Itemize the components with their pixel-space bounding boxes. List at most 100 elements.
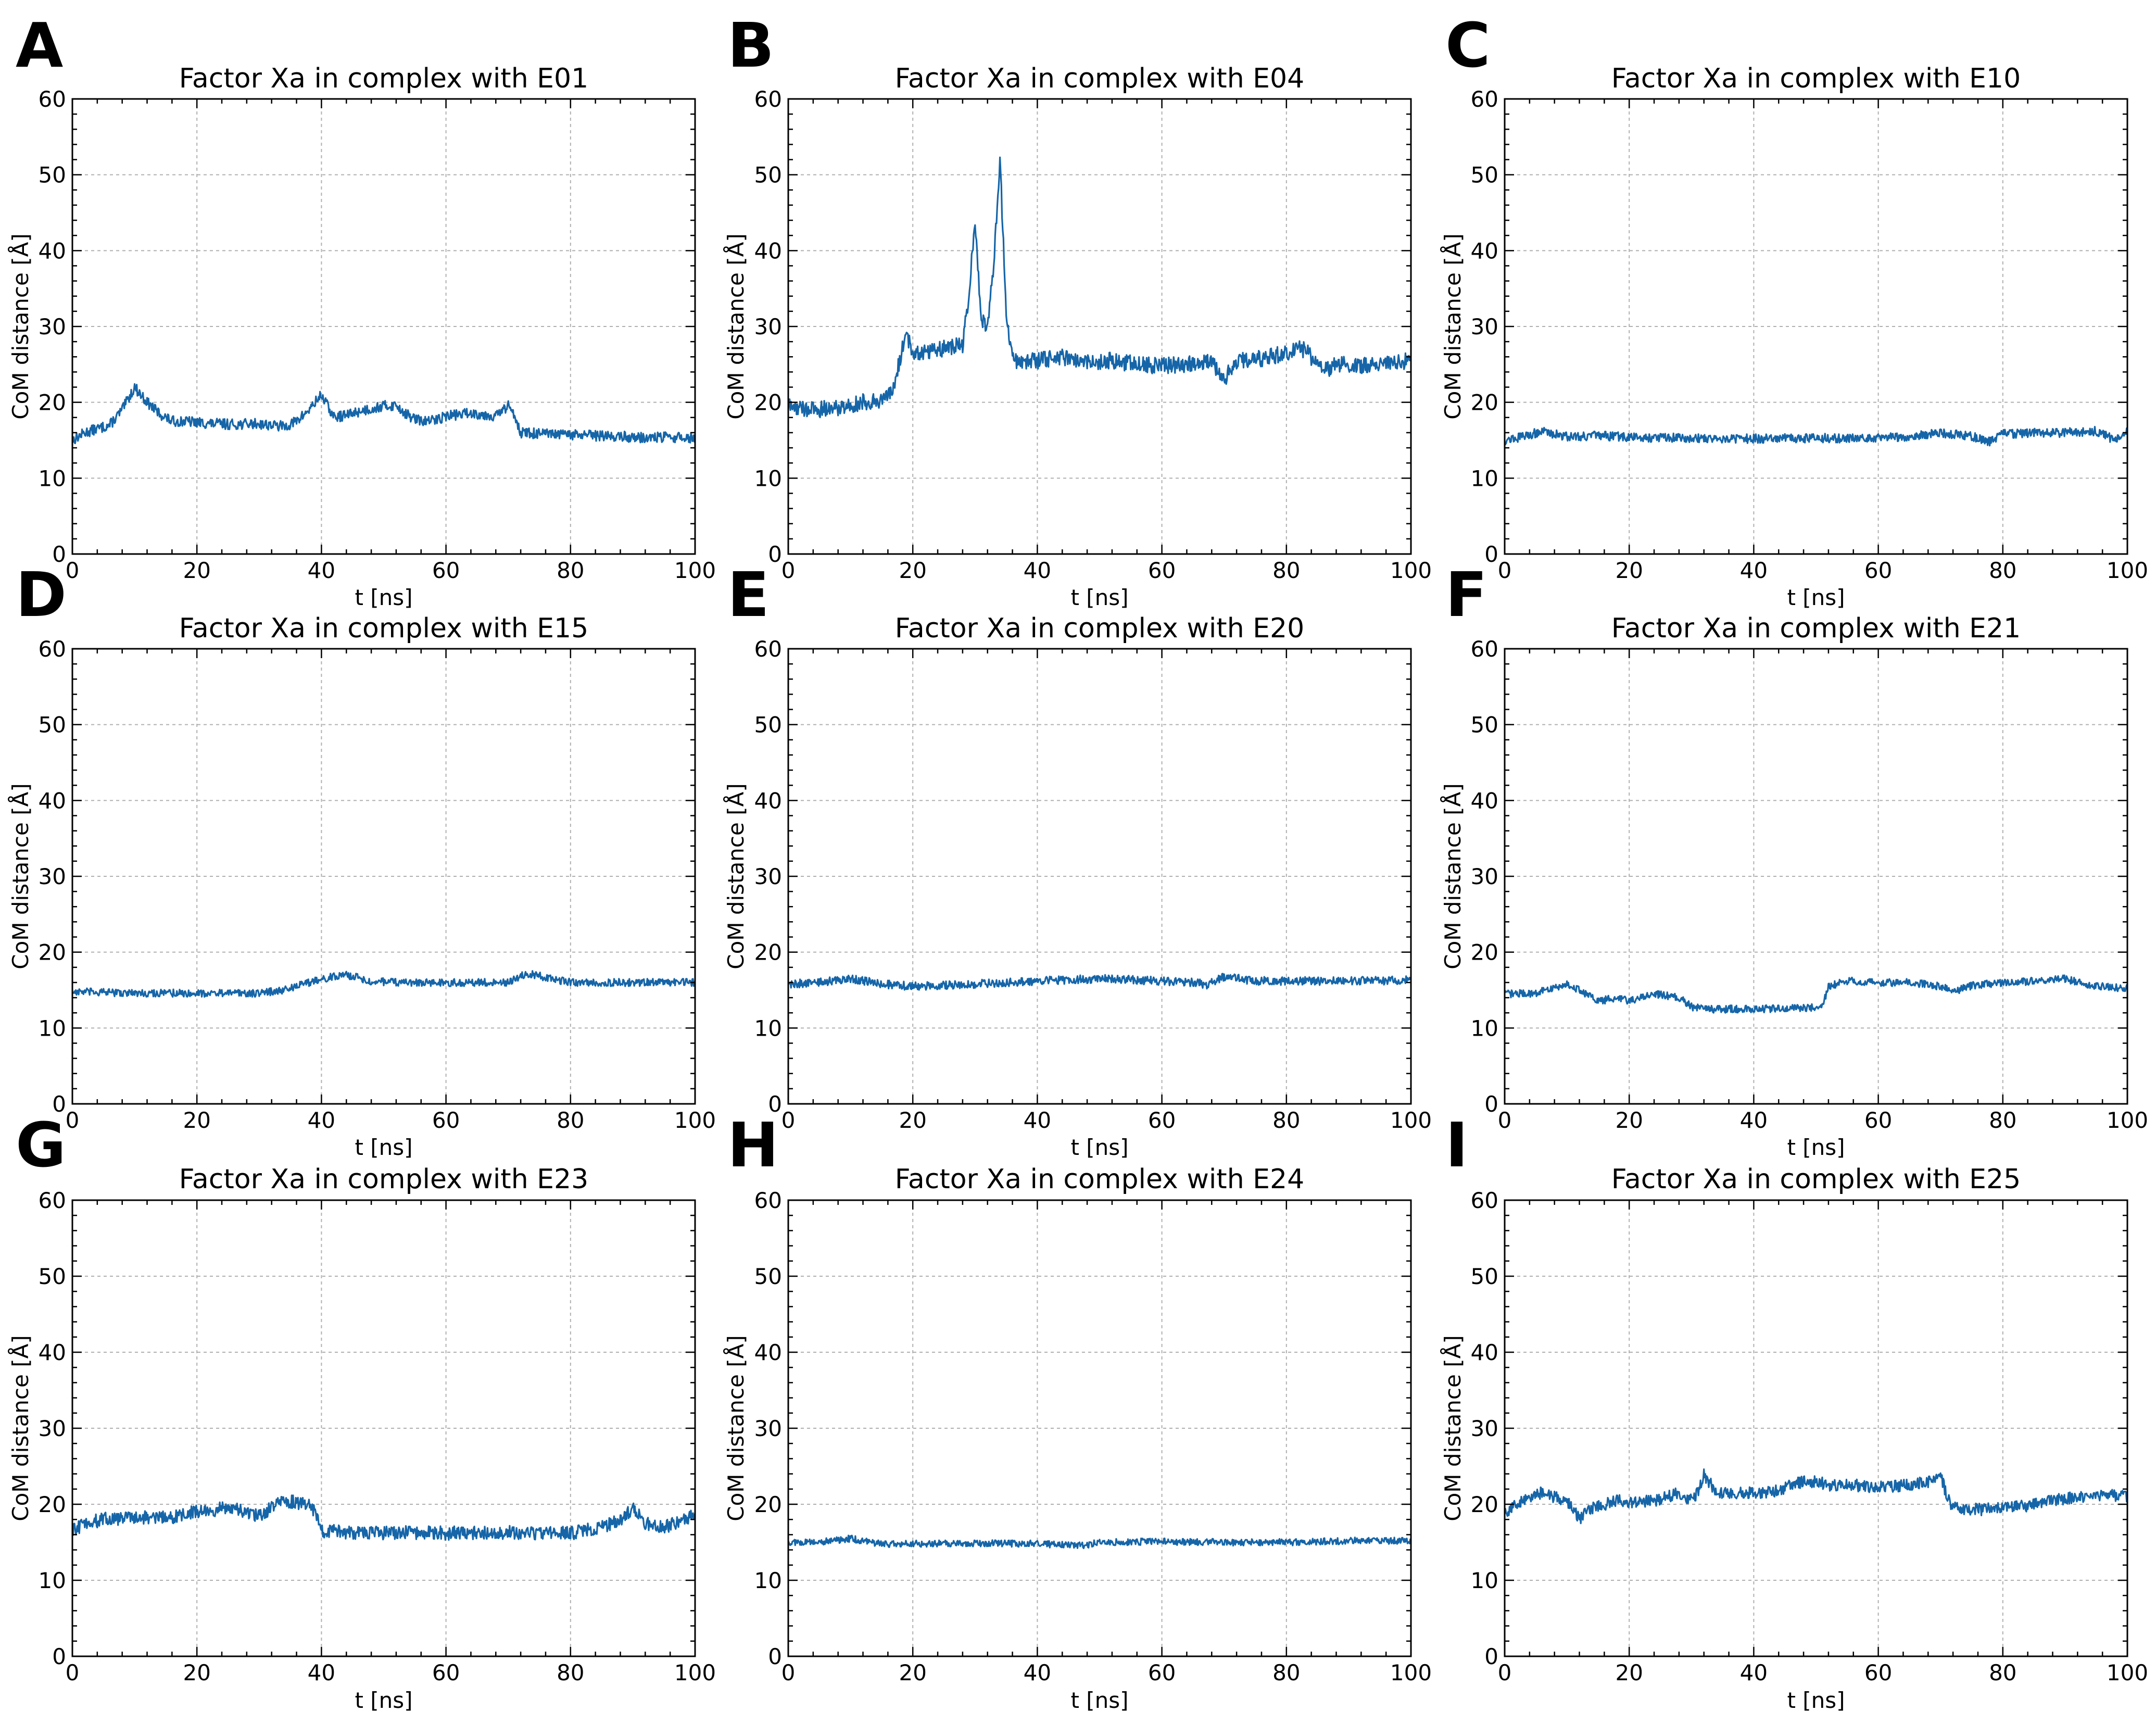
x-tick-label: 40 (1024, 558, 1051, 583)
y-axis-label: CoM distance [Å] (723, 783, 749, 969)
y-tick-label: 0 (768, 1091, 782, 1117)
x-axis-label: t [ns] (1070, 1135, 1128, 1160)
panel-letter: F (1445, 559, 1487, 631)
y-tick-label: 20 (39, 390, 66, 416)
x-tick-label: 40 (1740, 1660, 1768, 1685)
x-tick-label: 80 (1272, 1660, 1300, 1685)
y-axis-label: CoM distance [Å] (723, 233, 749, 419)
x-tick-label: 80 (1989, 1108, 2016, 1133)
x-tick-label: 60 (1864, 558, 1892, 583)
chart-title: Factor Xa in complex with E23 (179, 1164, 588, 1195)
y-tick-label: 10 (1471, 1568, 1498, 1593)
x-tick-label: 40 (1740, 558, 1768, 583)
com-distance-series-line (71, 1494, 696, 1541)
panel-letter: G (16, 1109, 66, 1181)
x-tick-label: 100 (1390, 1660, 1432, 1685)
chart-title: Factor Xa in complex with E10 (1611, 63, 2021, 94)
x-tick-label: 100 (2107, 558, 2148, 583)
x-tick-label: 20 (183, 1108, 210, 1133)
x-tick-label: 80 (1989, 558, 2016, 583)
com-distance-series-line (71, 970, 696, 998)
y-tick-label: 60 (754, 86, 782, 112)
x-tick-label: 20 (183, 558, 210, 583)
y-axis-label: CoM distance [Å] (1440, 233, 1466, 419)
x-tick-label: 20 (1615, 1660, 1643, 1685)
y-tick-label: 20 (754, 390, 782, 416)
x-axis-label: t [ns] (1787, 1688, 1845, 1713)
y-tick-label: 40 (39, 238, 66, 263)
y-tick-label: 20 (1471, 390, 1498, 416)
panel-d: D Factor Xa in complex with E15 t [ns] C… (7, 559, 716, 1160)
x-axis-label: t [ns] (1070, 1688, 1128, 1713)
com-distance-series-line (1504, 1468, 2128, 1525)
x-axis-label: t [ns] (355, 585, 412, 610)
panel-b: B Factor Xa in complex with E04 t [ns] C… (723, 9, 1432, 610)
com-distance-series-line (787, 1534, 1411, 1550)
panel-letter: E (727, 559, 770, 631)
y-tick-label: 60 (1471, 636, 1498, 662)
panel-letter: I (1445, 1109, 1468, 1181)
com-distance-series-line (1504, 425, 2128, 447)
com-distance-series-line (1504, 974, 2128, 1014)
y-tick-label: 40 (39, 788, 66, 813)
x-tick-label: 0 (66, 1108, 80, 1133)
x-tick-label: 40 (308, 1108, 335, 1133)
x-tick-label: 100 (1390, 558, 1432, 583)
y-tick-label: 50 (754, 712, 782, 738)
x-tick-label: 0 (781, 1660, 796, 1685)
y-tick-label: 50 (1471, 712, 1498, 738)
panel-letter: D (16, 559, 67, 631)
x-axis-label: t [ns] (1070, 585, 1128, 610)
panel-e: E Factor Xa in complex with E20 t [ns] C… (723, 559, 1432, 1160)
y-tick-label: 0 (1484, 1644, 1498, 1669)
x-tick-label: 40 (1740, 1108, 1768, 1133)
y-tick-label: 0 (52, 1091, 66, 1117)
x-tick-label: 40 (1024, 1660, 1051, 1685)
y-axis-label: CoM distance [Å] (7, 783, 33, 969)
x-tick-label: 80 (557, 1660, 584, 1685)
x-tick-label: 20 (899, 558, 926, 583)
panel-f: F Factor Xa in complex with E21 t [ns] C… (1440, 559, 2148, 1160)
chart-title: Factor Xa in complex with E20 (895, 613, 1304, 644)
x-tick-label: 60 (1148, 1108, 1176, 1133)
y-tick-label: 50 (39, 1264, 66, 1289)
y-tick-label: 60 (754, 1188, 782, 1213)
x-tick-label: 40 (308, 1660, 335, 1685)
panel-g: G Factor Xa in complex with E23 t [ns] C… (7, 1109, 716, 1713)
y-tick-label: 60 (754, 636, 782, 662)
x-axis-label: t [ns] (355, 1135, 412, 1160)
y-tick-label: 50 (1471, 162, 1498, 188)
y-tick-label: 40 (754, 1340, 782, 1365)
y-tick-label: 20 (754, 1492, 782, 1517)
chart-title: Factor Xa in complex with E21 (1611, 613, 2021, 644)
x-tick-label: 60 (1148, 558, 1176, 583)
chart-title: Factor Xa in complex with E15 (179, 613, 588, 644)
y-tick-label: 40 (1471, 1340, 1498, 1365)
x-tick-label: 80 (557, 1108, 584, 1133)
com-distance-series-line (787, 156, 1412, 419)
y-tick-label: 30 (1471, 314, 1498, 339)
com-distance-series-line (787, 973, 1412, 991)
y-tick-label: 50 (754, 1264, 782, 1289)
y-tick-label: 0 (52, 542, 66, 567)
y-tick-label: 0 (1484, 542, 1498, 567)
y-tick-label: 10 (39, 1568, 66, 1593)
y-tick-label: 40 (754, 238, 782, 263)
panel-c: C Factor Xa in complex with E10 t [ns] C… (1440, 9, 2148, 610)
x-tick-label: 20 (899, 1660, 926, 1685)
x-tick-label: 60 (1148, 1660, 1176, 1685)
x-tick-label: 20 (183, 1660, 210, 1685)
y-tick-label: 0 (1484, 1091, 1498, 1117)
y-tick-label: 40 (1471, 788, 1498, 813)
y-tick-label: 0 (768, 542, 782, 567)
panel-h: H Factor Xa in complex with E24 t [ns] C… (723, 1109, 1432, 1713)
y-tick-label: 60 (39, 86, 66, 112)
panel-letter: B (727, 9, 774, 81)
y-tick-label: 0 (768, 1644, 782, 1669)
y-tick-label: 40 (1471, 238, 1498, 263)
x-axis-label: t [ns] (1787, 585, 1845, 610)
x-tick-label: 100 (674, 1660, 716, 1685)
x-tick-label: 80 (557, 558, 584, 583)
